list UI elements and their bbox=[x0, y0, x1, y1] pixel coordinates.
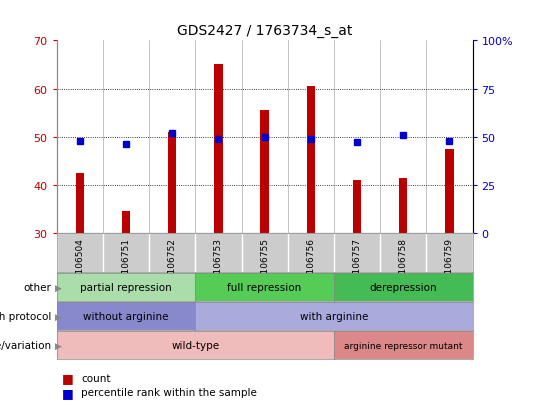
Bar bbox=[76, 173, 84, 233]
Text: partial repression: partial repression bbox=[80, 282, 172, 292]
Text: genotype/variation: genotype/variation bbox=[0, 340, 51, 350]
Text: GSM106756: GSM106756 bbox=[306, 237, 315, 292]
Bar bbox=[122, 212, 130, 233]
Text: full repression: full repression bbox=[227, 282, 302, 292]
Text: GSM106753: GSM106753 bbox=[214, 237, 223, 292]
Text: wild-type: wild-type bbox=[171, 340, 219, 350]
Text: derepression: derepression bbox=[369, 282, 437, 292]
Text: ▶: ▶ bbox=[55, 312, 62, 321]
Text: without arginine: without arginine bbox=[83, 311, 168, 321]
Text: GSM106758: GSM106758 bbox=[399, 237, 408, 292]
Bar bbox=[214, 65, 222, 233]
Text: other: other bbox=[23, 282, 51, 292]
Text: GSM106757: GSM106757 bbox=[353, 237, 361, 292]
Bar bbox=[399, 178, 407, 233]
Text: growth protocol: growth protocol bbox=[0, 311, 51, 321]
Text: ▶: ▶ bbox=[55, 341, 62, 350]
Text: with arginine: with arginine bbox=[300, 311, 368, 321]
Text: count: count bbox=[81, 373, 111, 383]
Bar bbox=[260, 111, 269, 233]
Text: arginine repressor mutant: arginine repressor mutant bbox=[344, 341, 462, 350]
Bar bbox=[446, 150, 454, 233]
Text: GSM106504: GSM106504 bbox=[75, 237, 84, 292]
Text: GSM106759: GSM106759 bbox=[445, 237, 454, 292]
Title: GDS2427 / 1763734_s_at: GDS2427 / 1763734_s_at bbox=[177, 24, 352, 38]
Bar bbox=[353, 180, 361, 233]
Bar bbox=[307, 87, 315, 233]
Text: GSM106755: GSM106755 bbox=[260, 237, 269, 292]
Bar bbox=[168, 133, 177, 233]
Text: ■: ■ bbox=[62, 386, 74, 399]
Text: percentile rank within the sample: percentile rank within the sample bbox=[81, 387, 257, 397]
Text: GSM106752: GSM106752 bbox=[168, 237, 177, 292]
Text: ■: ■ bbox=[62, 371, 74, 385]
Text: GSM106751: GSM106751 bbox=[122, 237, 131, 292]
Text: ▶: ▶ bbox=[55, 283, 62, 292]
